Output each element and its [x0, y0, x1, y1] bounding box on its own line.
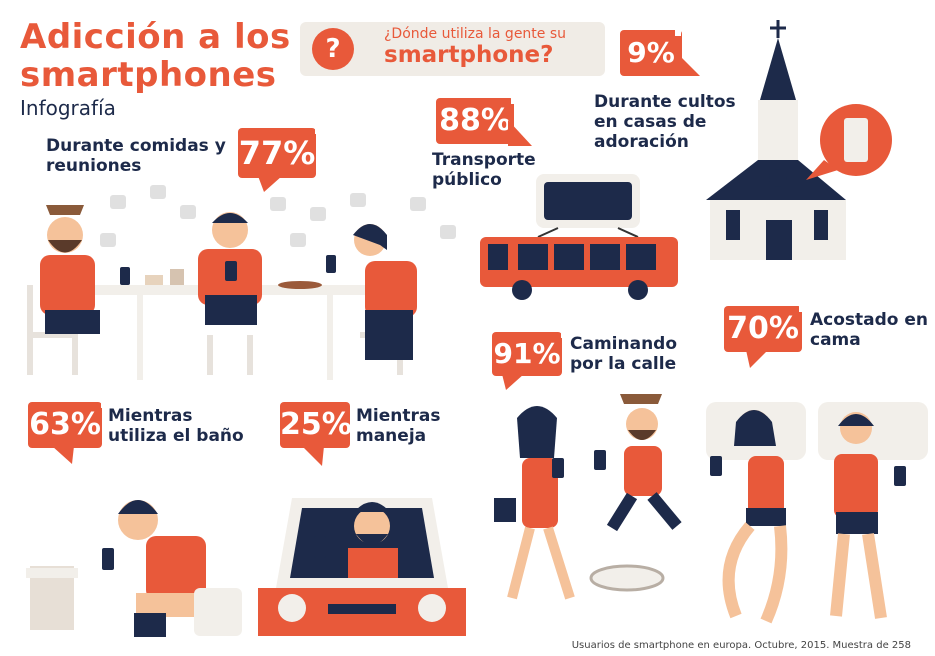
stat-label-line: Mientras	[108, 406, 193, 426]
stat-label-line: Durante cultos	[594, 92, 736, 112]
stat-badge-cama: 70%	[724, 306, 805, 352]
stat-label-line: Durante comidas y	[46, 136, 226, 156]
page-title: Adicción a los smartphones	[20, 18, 291, 94]
stat-badge-caminando: 91%	[492, 332, 567, 376]
badge-tail-icon	[676, 52, 700, 76]
stat-label-line: Transporte	[432, 150, 536, 170]
stat-badge-maneja: 25%	[280, 402, 352, 454]
bus-illustration	[480, 174, 678, 300]
stat-label-transporte: Transporte público	[432, 150, 536, 190]
stat-label-comidas: Durante comidas y reuniones	[46, 136, 226, 176]
badge-tail-icon	[302, 446, 324, 466]
walking-scene-illustration	[494, 394, 682, 600]
stat-badge-bano: 63%	[28, 402, 107, 448]
stat-label-caminando: Caminando por la calle	[570, 334, 677, 374]
stat-label-bano: Mientras utiliza el baño	[108, 406, 244, 446]
title-line-2: smartphones	[20, 55, 277, 95]
stat-label-line: utiliza el baño	[108, 426, 244, 446]
footer-source: Usuarios de smartphone en europa. Octubr…	[571, 640, 911, 651]
stat-label-line: Acostado en	[810, 310, 929, 330]
stat-badge-transporte: 88%	[436, 98, 517, 144]
stat-label-line: maneja	[356, 426, 427, 446]
stat-label-cultos: Durante cultos en casas de adoración	[594, 92, 736, 152]
stat-label-line: cama	[810, 330, 861, 350]
stat-label-line: reuniones	[46, 156, 142, 176]
question-line-1: ¿Dónde utiliza la gente su	[384, 26, 567, 42]
stat-label-line: público	[432, 170, 502, 190]
badge-tail-icon	[746, 350, 768, 368]
question-line-2: smartphone?	[384, 42, 554, 68]
stat-badge-cultos: 9%	[620, 30, 682, 76]
dining-scene-illustration	[27, 185, 456, 380]
stat-label-line: en casas de	[594, 112, 707, 132]
question-icon: ?	[312, 28, 354, 70]
title-line-1: Adicción a los	[20, 17, 291, 57]
bed-scene-illustration	[706, 402, 928, 624]
stat-label-line: adoración	[594, 132, 689, 152]
stat-label-line: por la calle	[570, 354, 677, 374]
car-illustration	[258, 498, 466, 636]
badge-tail-icon	[508, 120, 532, 146]
stat-badge-comidas: 77%	[238, 128, 322, 178]
stat-label-cama: Acostado en cama	[810, 310, 928, 350]
badge-tail-icon	[258, 176, 282, 192]
stat-label-line: Caminando	[570, 334, 678, 354]
stat-label-maneja: Mientras maneja	[356, 406, 440, 446]
badge-tail-icon	[502, 374, 524, 390]
page-subtitle: Infografía	[20, 96, 116, 120]
bathroom-scene-illustration	[26, 500, 242, 637]
church-illustration	[706, 20, 892, 260]
badge-tail-icon	[52, 446, 74, 464]
stat-label-line: Mientras	[356, 406, 441, 426]
